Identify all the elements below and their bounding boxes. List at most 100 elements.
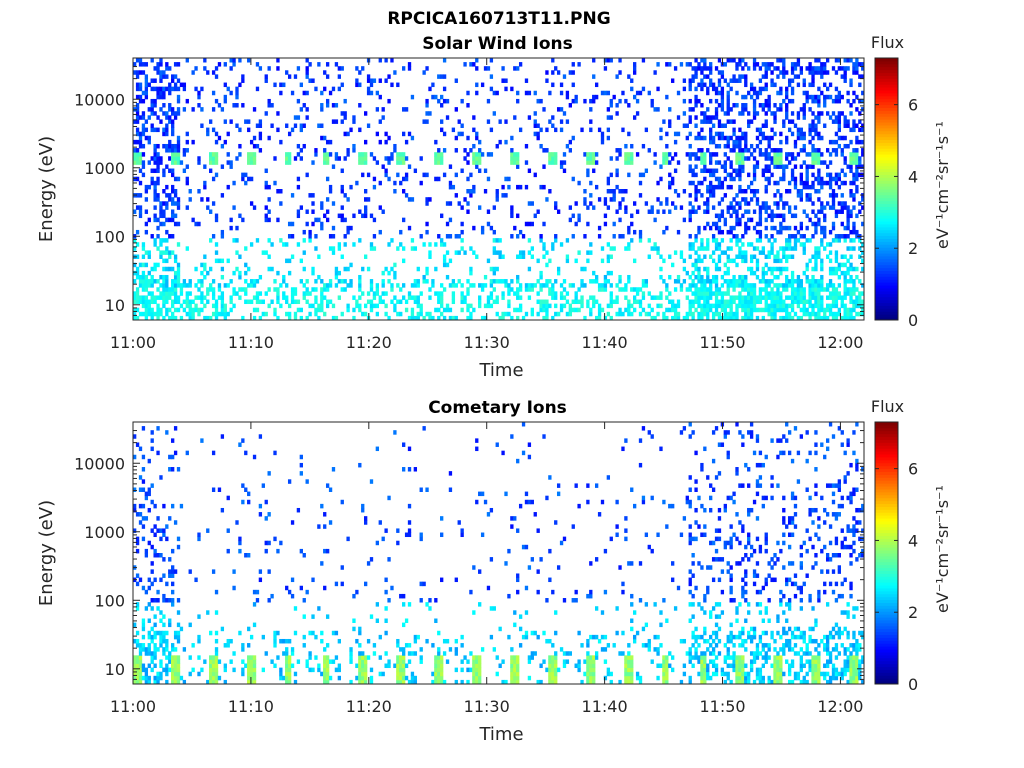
heatmap-cell	[603, 274, 608, 280]
heatmap-cell	[703, 176, 707, 182]
heatmap-cell	[858, 201, 862, 206]
heatmap-cell	[135, 606, 140, 611]
heatmap-cell	[811, 94, 815, 100]
heatmap-cell	[460, 283, 464, 288]
heatmap-cell	[162, 250, 166, 255]
heatmap-cell	[299, 585, 303, 591]
heatmap-cell	[820, 283, 824, 288]
heatmap-cell	[752, 193, 757, 198]
heatmap-cell	[440, 152, 444, 157]
heatmap-cell	[334, 119, 339, 124]
heatmap-cell	[597, 315, 602, 321]
heatmap-cell	[855, 303, 859, 309]
heatmap-cell	[197, 311, 201, 317]
heatmap-cell	[483, 189, 488, 194]
heatmap-cell	[770, 315, 774, 321]
heatmap-cell	[659, 127, 663, 133]
heatmap-cell	[364, 209, 368, 214]
heatmap-cell	[720, 135, 725, 141]
heatmap-cell	[349, 279, 353, 284]
heatmap-cell	[159, 610, 163, 615]
heatmap-cell	[793, 205, 798, 210]
heatmap-cell	[173, 86, 178, 92]
heatmap-cell	[703, 119, 707, 124]
heatmap-cell	[372, 246, 377, 251]
heatmap-cell	[138, 647, 143, 652]
heatmap-cell	[843, 123, 847, 128]
heatmap-cell	[162, 274, 166, 280]
heatmap-cell	[741, 164, 745, 169]
heatmap-cell	[828, 82, 833, 88]
heatmap-cell	[516, 164, 520, 169]
heatmap-cell	[358, 462, 362, 468]
heatmap-cell	[618, 279, 622, 284]
heatmap-cell	[440, 295, 444, 300]
heatmap-cell	[162, 532, 166, 538]
heatmap-cell	[720, 123, 725, 128]
heatmap-cell	[858, 299, 862, 305]
heatmap-cell	[171, 581, 175, 587]
heatmap-cell	[539, 98, 543, 104]
heatmap-cell	[273, 450, 277, 456]
heatmap-cell	[840, 221, 844, 227]
heatmap-cell	[656, 86, 660, 92]
heatmap-cell	[726, 303, 730, 309]
heatmap-cell	[276, 299, 280, 305]
heatmap-cell	[138, 679, 143, 685]
heatmap-cell	[381, 283, 385, 288]
heatmap-cell	[524, 287, 529, 292]
heatmap-cell	[276, 270, 280, 276]
heatmap-cell	[133, 119, 137, 124]
heatmap-cell	[393, 274, 397, 280]
heatmap-cell	[358, 209, 362, 214]
heatmap-cell	[735, 152, 739, 157]
heatmap-cell	[285, 655, 289, 660]
heatmap-cell	[615, 283, 619, 288]
heatmap-cell	[141, 254, 146, 259]
heatmap-cell	[817, 135, 821, 141]
heatmap-cell	[355, 589, 359, 595]
heatmap-cell	[744, 62, 748, 67]
heatmap-cell	[758, 217, 763, 223]
colorbar-step	[875, 258, 898, 263]
heatmap-cell	[407, 164, 412, 169]
heatmap-cell	[606, 270, 611, 276]
heatmap-cell	[264, 184, 268, 190]
heatmap-cell	[209, 160, 213, 165]
heatmap-cell	[589, 193, 593, 198]
heatmap-cell	[381, 107, 385, 112]
heatmap-cell	[440, 667, 444, 673]
heatmap-cell	[820, 262, 824, 268]
heatmap-cell	[840, 295, 844, 300]
x-tick-label: 11:40	[582, 333, 628, 352]
heatmap-cell	[214, 647, 219, 652]
heatmap-cell	[504, 283, 508, 288]
colorbar-step	[875, 69, 898, 74]
heatmap-cell	[516, 152, 520, 157]
heatmap-cell	[761, 123, 765, 128]
heatmap-cell	[173, 659, 178, 664]
heatmap-cell	[711, 184, 716, 190]
heatmap-cell	[404, 675, 409, 681]
heatmap-cell	[837, 307, 841, 313]
heatmap-cell	[554, 201, 558, 206]
heatmap-cell	[173, 156, 178, 161]
heatmap-cell	[232, 205, 236, 210]
heatmap-cell	[138, 283, 143, 288]
heatmap-cell	[627, 225, 631, 231]
heatmap-cell	[437, 671, 441, 677]
heatmap-cell	[688, 287, 692, 292]
heatmap-cell	[267, 66, 271, 71]
heatmap-cell	[258, 512, 263, 517]
heatmap-cell	[849, 287, 853, 292]
heatmap-cell	[150, 307, 154, 313]
heatmap-cell	[662, 258, 666, 264]
heatmap-cell	[782, 119, 786, 124]
heatmap-cell	[153, 262, 157, 268]
heatmap-cell	[723, 299, 727, 305]
heatmap-cell	[501, 254, 505, 259]
heatmap-cell	[440, 516, 444, 521]
heatmap-cell	[194, 283, 198, 288]
heatmap-cell	[185, 176, 189, 182]
heatmap-cell	[171, 217, 175, 223]
